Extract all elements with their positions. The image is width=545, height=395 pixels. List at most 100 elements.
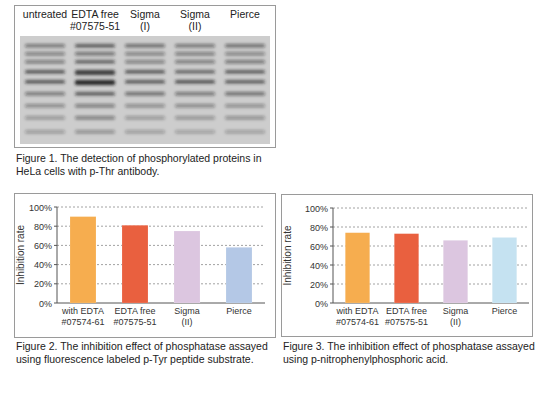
caption: Figure 3. The inhibition effect of phosp… (283, 340, 535, 365)
blot-band (175, 60, 215, 64)
blot-band (225, 52, 265, 56)
category-label: Pierce (492, 306, 518, 316)
y-axis-label: Inhibition rate (282, 225, 293, 285)
blot-band (75, 104, 115, 108)
tick-label: 20% (310, 280, 328, 290)
lane-label: untreated (23, 8, 68, 20)
blot-band (75, 80, 115, 85)
blot-band (125, 130, 165, 134)
text-line: HeLa cells with p-Thr antibody. (16, 165, 159, 177)
text-line: #07574-61 (336, 317, 379, 327)
text-line: with EDTA (61, 306, 104, 316)
blot-band (75, 52, 115, 56)
tick-label: 40% (34, 260, 52, 270)
blot-band (75, 70, 115, 75)
blot-band (175, 92, 215, 96)
tick-label: 60% (310, 242, 328, 252)
text-line: Sigma (180, 8, 210, 20)
blot-band (75, 116, 115, 120)
text-line: (II) (182, 317, 193, 327)
blot-band (75, 44, 115, 48)
background (0, 0, 545, 395)
text-line: (II) (450, 317, 461, 327)
tick-label: 80% (34, 222, 52, 232)
text-line: (II) (189, 20, 202, 32)
blot-band (25, 130, 65, 134)
blot-band (175, 104, 215, 108)
blot-band (225, 80, 265, 84)
bar (443, 240, 468, 303)
bar (394, 234, 419, 303)
text-line: Sigma (443, 306, 469, 316)
blot-band (125, 44, 165, 48)
blot-band (75, 130, 115, 134)
tick-label: 100% (29, 203, 52, 213)
blot-band (25, 80, 65, 84)
bars (70, 217, 252, 303)
text-line: Figure 1. The detection of phosphorylate… (16, 152, 262, 164)
bar (174, 231, 200, 303)
grid-line (333, 208, 529, 209)
category-label: EDTA free#07575-51 (113, 306, 156, 327)
blot-band (25, 104, 65, 108)
text-line: Sigma (130, 8, 160, 20)
tick-label: 80% (310, 223, 328, 233)
tick-label: 40% (310, 261, 328, 271)
category-label: Sigma(II) (443, 306, 469, 327)
text-line: with EDTA (336, 306, 379, 316)
blot-band (125, 92, 165, 96)
blot-band (75, 60, 115, 64)
text-line: Pierce (230, 8, 260, 20)
blot-band (225, 130, 265, 134)
text-line: Pierce (226, 306, 252, 316)
blot-band (125, 70, 165, 74)
blot-band (225, 116, 265, 120)
blot-band (225, 60, 265, 64)
grid-line (57, 207, 265, 208)
category-label: EDTA free#07575-51 (385, 306, 428, 327)
bar (226, 247, 252, 303)
text-line: #07574-61 (61, 317, 104, 327)
category-label: Sigma(II) (174, 306, 200, 327)
text-line: EDTA free (115, 306, 156, 316)
blot-band (175, 44, 215, 48)
blot-band (175, 70, 215, 74)
blot-band (125, 60, 165, 64)
bar (492, 237, 517, 303)
y-axis-line (333, 208, 334, 303)
bars (345, 233, 517, 303)
tick-label: 60% (34, 241, 52, 251)
blot-band (225, 104, 265, 108)
blot-band (25, 92, 65, 96)
blot-band (125, 104, 165, 108)
text-line: Sigma (174, 306, 200, 316)
tick-label: 20% (34, 279, 52, 289)
text-line: Figure 2. The inhibition effect of phosp… (16, 340, 268, 352)
grid-line (333, 227, 529, 228)
blot-band (175, 130, 215, 134)
blot-band (75, 92, 115, 96)
text-line: using p-nitrophenylphosphoric acid. (283, 353, 448, 365)
blot-band (175, 52, 215, 56)
tick-label: 100% (305, 204, 328, 214)
lane-label: EDTA free#07575-51 (70, 8, 120, 32)
blot-band (175, 116, 215, 120)
blot-bands (25, 44, 265, 134)
chart-frame (282, 195, 533, 337)
blot-frame (15, 6, 276, 148)
category-label: with EDTA#07574-61 (336, 306, 379, 327)
text-line: #07575-51 (113, 317, 156, 327)
category-label: with EDTA#07574-61 (61, 306, 104, 327)
text-line: using fluorescence labeled p-Tyr peptide… (16, 353, 254, 365)
category-label: Pierce (226, 306, 252, 316)
bar (122, 225, 148, 303)
y-axis-line (57, 207, 58, 303)
figure-page: untreatedEDTA free#07575-51Sigma(I)Sigma… (0, 0, 545, 395)
blot-band (25, 70, 65, 74)
blot-band (25, 116, 65, 120)
blot-band (25, 60, 65, 64)
caption: Figure 2. The inhibition effect of phosp… (16, 340, 268, 365)
bar (70, 217, 96, 303)
y-axis-label: Inhibition rate (15, 225, 26, 285)
blot-band (125, 52, 165, 56)
